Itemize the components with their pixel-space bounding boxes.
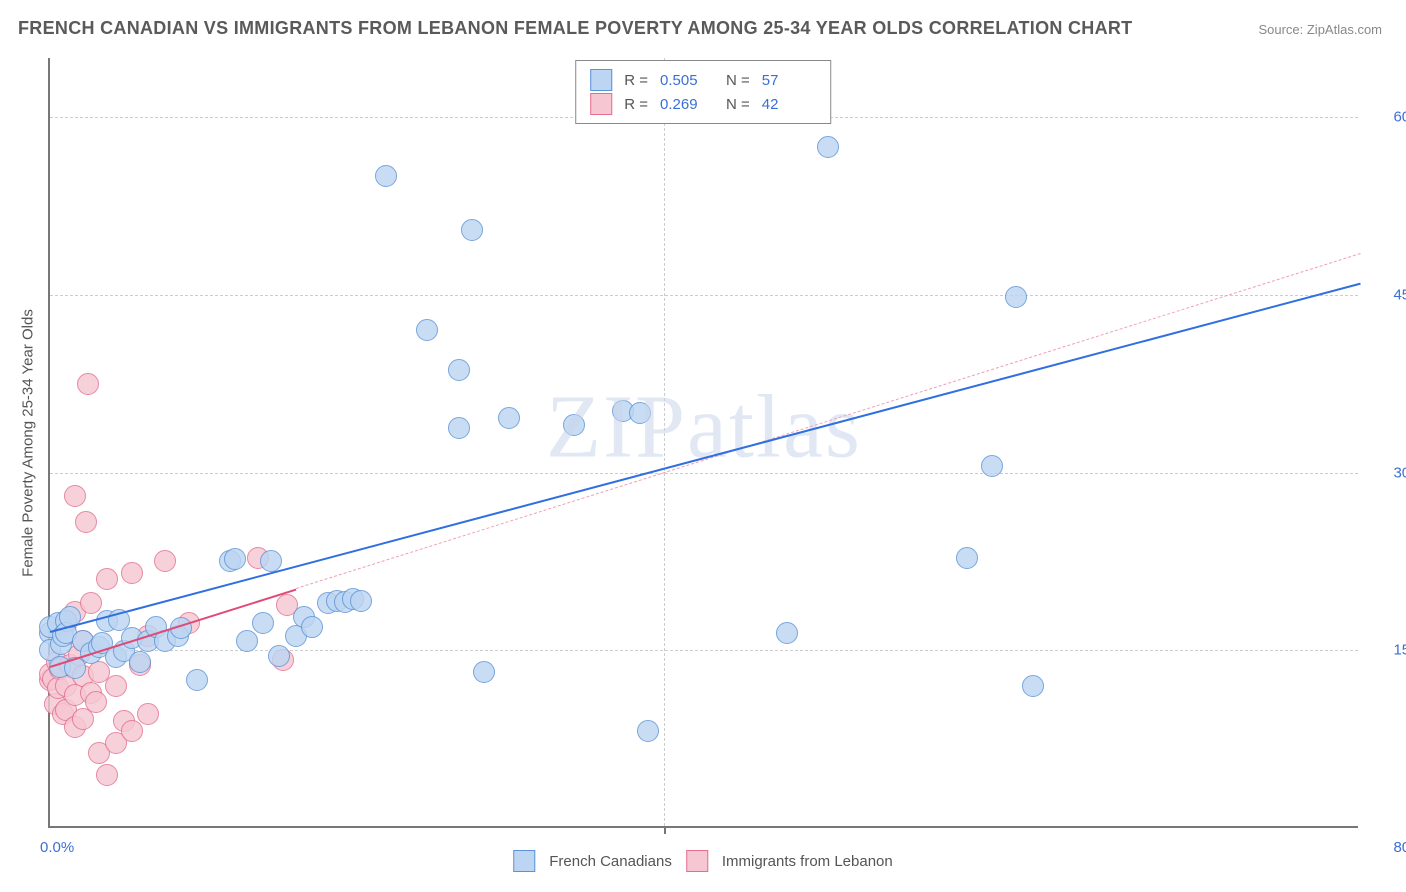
data-point: [956, 547, 978, 569]
data-point: [80, 592, 102, 614]
data-point: [224, 548, 246, 570]
data-point: [252, 612, 274, 634]
y-tick-label: 30.0%: [1393, 464, 1406, 481]
data-point: [64, 485, 86, 507]
data-point: [154, 550, 176, 572]
y-axis-label: Female Poverty Among 25-34 Year Olds: [20, 309, 37, 577]
trendline: [50, 283, 1361, 633]
data-point: [1022, 675, 1044, 697]
legend-label-a: French Canadians: [549, 853, 672, 870]
legend-r-value-a: 0.505: [660, 72, 714, 89]
data-point: [416, 319, 438, 341]
chart-title: FRENCH CANADIAN VS IMMIGRANTS FROM LEBAN…: [18, 18, 1132, 39]
x-tick-label: 80.0%: [1393, 839, 1406, 856]
data-point: [186, 669, 208, 691]
legend-swatch-b: [590, 93, 612, 115]
legend-n-value-b: 42: [762, 96, 816, 113]
data-point: [77, 373, 99, 395]
x-tick-mark: [664, 826, 666, 834]
legend-swatch-b: [686, 850, 708, 872]
legend-row-a: R = 0.505 N = 57: [590, 69, 816, 91]
data-point: [563, 414, 585, 436]
data-point: [448, 417, 470, 439]
data-point: [75, 511, 97, 533]
data-point: [105, 675, 127, 697]
legend-n-label: N =: [726, 96, 750, 113]
data-point: [121, 720, 143, 742]
data-point: [498, 407, 520, 429]
data-point: [637, 720, 659, 742]
gridline-h: [50, 473, 1358, 474]
plot-region: ZIPatlas 15.0%30.0%45.0%60.0%0.0%80.0%: [48, 58, 1358, 828]
y-tick-label: 60.0%: [1393, 109, 1406, 126]
legend-swatch-a: [590, 69, 612, 91]
x-tick-label: 0.0%: [40, 839, 74, 856]
y-tick-label: 15.0%: [1393, 642, 1406, 659]
gridline-h: [50, 295, 1358, 296]
data-point: [817, 136, 839, 158]
legend-r-label: R =: [624, 96, 648, 113]
legend-n-value-a: 57: [762, 72, 816, 89]
source-attribution: Source: ZipAtlas.com: [1258, 22, 1382, 37]
data-point: [448, 359, 470, 381]
data-point: [461, 219, 483, 241]
legend-label-b: Immigrants from Lebanon: [722, 853, 893, 870]
data-point: [236, 630, 258, 652]
legend-r-value-b: 0.269: [660, 96, 714, 113]
gridline-v: [664, 58, 665, 826]
data-point: [301, 616, 323, 638]
data-point: [375, 165, 397, 187]
legend-r-label: R =: [624, 72, 648, 89]
chart-area: Female Poverty Among 25-34 Year Olds ZIP…: [48, 58, 1358, 828]
data-point: [1005, 286, 1027, 308]
legend-swatch-a: [513, 850, 535, 872]
data-point: [268, 645, 290, 667]
data-point: [129, 651, 151, 673]
data-point: [96, 764, 118, 786]
y-tick-label: 45.0%: [1393, 286, 1406, 303]
legend-row-b: R = 0.269 N = 42: [590, 93, 816, 115]
data-point: [121, 562, 143, 584]
data-point: [981, 455, 1003, 477]
data-point: [137, 703, 159, 725]
series-legend: French Canadians Immigrants from Lebanon: [513, 850, 893, 872]
data-point: [776, 622, 798, 644]
data-point: [473, 661, 495, 683]
data-point: [629, 402, 651, 424]
data-point: [350, 590, 372, 612]
data-point: [96, 568, 118, 590]
correlation-legend: R = 0.505 N = 57 R = 0.269 N = 42: [575, 60, 831, 124]
legend-n-label: N =: [726, 72, 750, 89]
data-point: [85, 691, 107, 713]
